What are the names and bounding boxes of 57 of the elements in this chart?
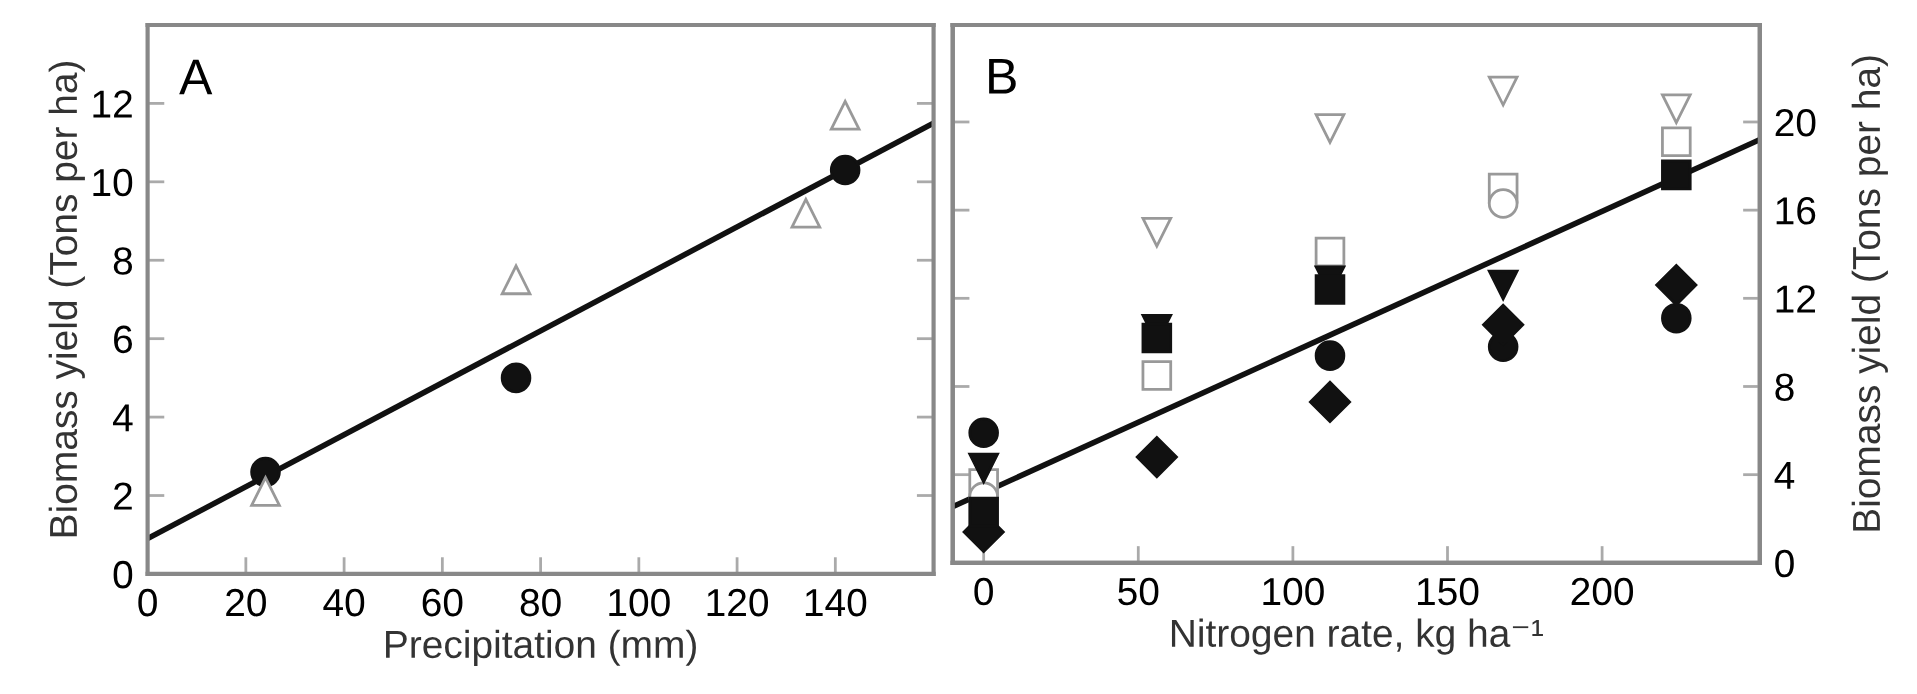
y2-tick-label: 0	[1775, 549, 1794, 578]
point	[1314, 113, 1346, 144]
y-tick-label: 10	[93, 168, 133, 197]
y2-tick-label: 12	[1776, 285, 1815, 313]
y2-tick-label: 16	[1776, 197, 1816, 225]
point	[968, 496, 999, 528]
x-axis-title: Precipitation (mm)	[386, 629, 696, 666]
point	[829, 99, 861, 131]
x-tick-label: 200	[1571, 577, 1634, 606]
x-tick-label: 40	[323, 588, 365, 617]
annotation: A	[179, 59, 213, 95]
y-tick-label: 6	[114, 325, 133, 354]
point	[500, 264, 532, 296]
x-tick-label: 0	[138, 588, 157, 617]
point	[1141, 322, 1173, 354]
point	[1661, 93, 1692, 125]
point	[1135, 436, 1178, 479]
y-tick-label: 8	[113, 247, 133, 275]
point	[1141, 360, 1173, 391]
point	[1661, 302, 1692, 334]
x-tick-label: 100	[1263, 577, 1324, 606]
y2-tick-label: 8	[1775, 373, 1794, 401]
point	[968, 452, 999, 484]
x-tick-label: 50	[1118, 577, 1159, 606]
x-tick-label: 150	[1418, 577, 1479, 606]
y-axis-title: Biomass yield (Tons per ha)	[48, 61, 85, 537]
point	[829, 154, 861, 186]
point	[500, 362, 532, 394]
y2-tick-label: 4	[1774, 462, 1795, 489]
point	[1314, 340, 1346, 371]
x-tick-label: 80	[520, 588, 561, 617]
x-tick-label: 140	[805, 588, 867, 617]
x-tick-label: 60	[422, 588, 463, 617]
y-tick-label: 4	[112, 404, 133, 432]
point	[1655, 264, 1698, 307]
x-tick-label: 120	[707, 588, 769, 617]
point	[1487, 269, 1519, 301]
point	[1308, 380, 1352, 423]
x-axis-title: Nitrogen rate, kg ha⁻¹	[1171, 618, 1543, 655]
point	[790, 197, 822, 229]
point	[1487, 188, 1519, 219]
y-tick-label: 2	[114, 482, 132, 510]
y2-axis-title: Biomass yield (Tons per ha)	[1851, 56, 1888, 531]
y-tick-label: 12	[93, 90, 132, 118]
x-tick-label: 0	[974, 577, 993, 606]
x-tick-label: 100	[609, 588, 670, 617]
point	[1487, 75, 1519, 107]
x-tick-label: 20	[226, 588, 266, 617]
y2-tick-label: 20	[1775, 108, 1816, 137]
point	[1661, 126, 1692, 158]
point	[1314, 274, 1346, 305]
annotation: B	[989, 59, 1016, 94]
point	[1661, 159, 1692, 191]
point	[1314, 236, 1346, 268]
point	[250, 476, 281, 507]
point	[968, 417, 999, 449]
point	[1141, 216, 1173, 248]
